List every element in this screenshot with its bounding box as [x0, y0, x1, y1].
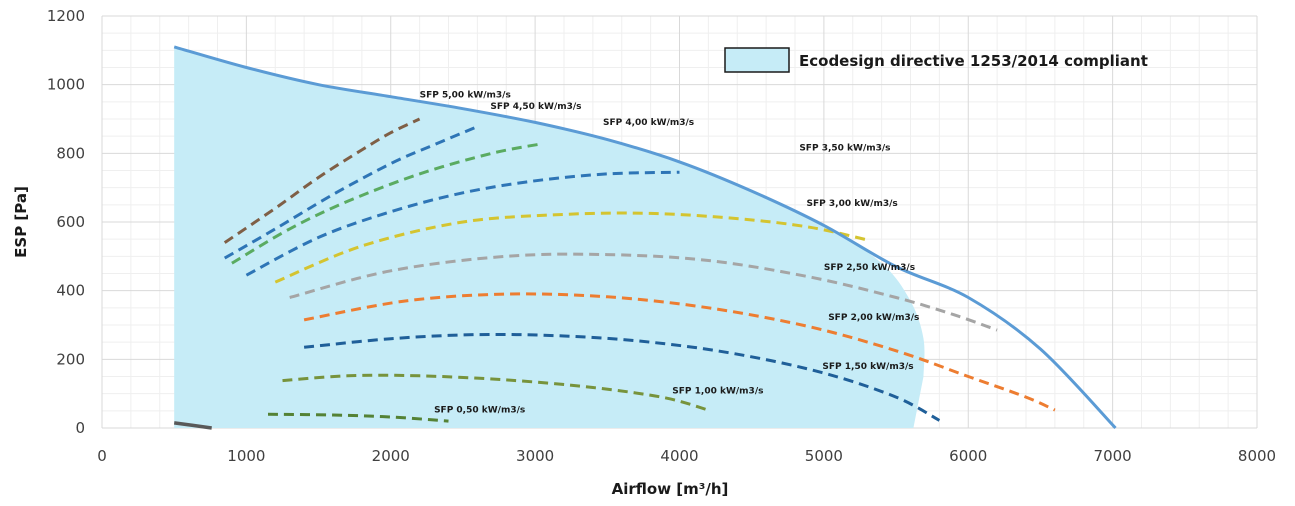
legend-label: Ecodesign directive 1253/2014 compliant	[799, 52, 1148, 70]
sfp-label-1503: SFP 1,50 kW/m3/s	[822, 362, 913, 372]
x-tick-label: 7000	[1094, 447, 1132, 465]
sfp-curve-5003	[223, 117, 421, 244]
x-tick-label: 3000	[516, 447, 554, 465]
sfp-curve-0503-segment	[173, 421, 212, 430]
sfp-label-5003: SFP 5,00 kW/m3/s	[420, 91, 511, 101]
y-tick-labels: 0 200 400 600 800 1000 1200	[47, 7, 85, 437]
x-tick-label: 8000	[1238, 447, 1276, 465]
y-tick-label: 600	[56, 213, 85, 231]
y-tick-label: 200	[56, 350, 85, 368]
sfp-label-3003: SFP 3,00 kW/m3/s	[807, 199, 898, 209]
y-tick-label: 1200	[47, 7, 85, 25]
compliance-region-area	[174, 46, 925, 429]
envelope-line	[173, 45, 1117, 430]
sfp-curve-3003	[274, 211, 868, 284]
sfp-curve-2003	[303, 292, 1056, 412]
compliance-region	[174, 46, 925, 429]
sfp-label-1003: SFP 1,00 kW/m3/s	[672, 387, 763, 397]
sfp-series	[173, 117, 1056, 430]
sfp-curve-3503	[245, 170, 680, 277]
y-tick-label: 800	[56, 144, 85, 162]
x-tick-label: 2000	[372, 447, 410, 465]
x-tick-label: 1000	[227, 447, 265, 465]
y-tick-label: 0	[75, 419, 85, 437]
sfp-curve-0503	[267, 412, 449, 423]
sfp-curve-2503	[289, 252, 998, 332]
envelope-curve	[173, 45, 1117, 430]
sfp-curve-4503	[223, 125, 478, 260]
y-axis-title: ESP [Pa]	[12, 186, 30, 258]
sfp-label-4003: SFP 4,00 kW/m3/s	[603, 118, 694, 128]
x-axis-title: Airflow [m³/h]	[612, 480, 729, 498]
sfp-curve-1003	[282, 373, 709, 412]
x-tick-label: 0	[97, 447, 107, 465]
x-tick-label: 4000	[660, 447, 698, 465]
x-tick-label: 5000	[805, 447, 843, 465]
sfp-label-4503: SFP 4,50 kW/m3/s	[490, 102, 581, 112]
x-tick-labels: 0 1000 2000 3000 4000 5000 6000 7000 8000	[97, 447, 1276, 465]
x-tick-label: 6000	[949, 447, 987, 465]
sfp-labels: SFP 0,50 kW/m3/s SFP 1,00 kW/m3/s SFP 1,50…	[420, 91, 920, 416]
sfp-curve-1503	[303, 332, 941, 422]
y-tick-label: 400	[56, 282, 85, 300]
sfp-label-2003: SFP 2,00 kW/m3/s	[828, 313, 919, 323]
sfp-label-0503: SFP 0,50 kW/m3/s	[434, 406, 525, 416]
sfp-curve-4003	[231, 142, 543, 265]
sfp-label-2503: SFP 2,50 kW/m3/s	[824, 263, 915, 273]
legend-swatch	[724, 47, 790, 73]
y-tick-label: 1000	[47, 76, 85, 94]
legend: Ecodesign directive 1253/2014 compliant	[724, 47, 1148, 73]
sfp-label-3503: SFP 3,50 kW/m3/s	[799, 144, 890, 154]
